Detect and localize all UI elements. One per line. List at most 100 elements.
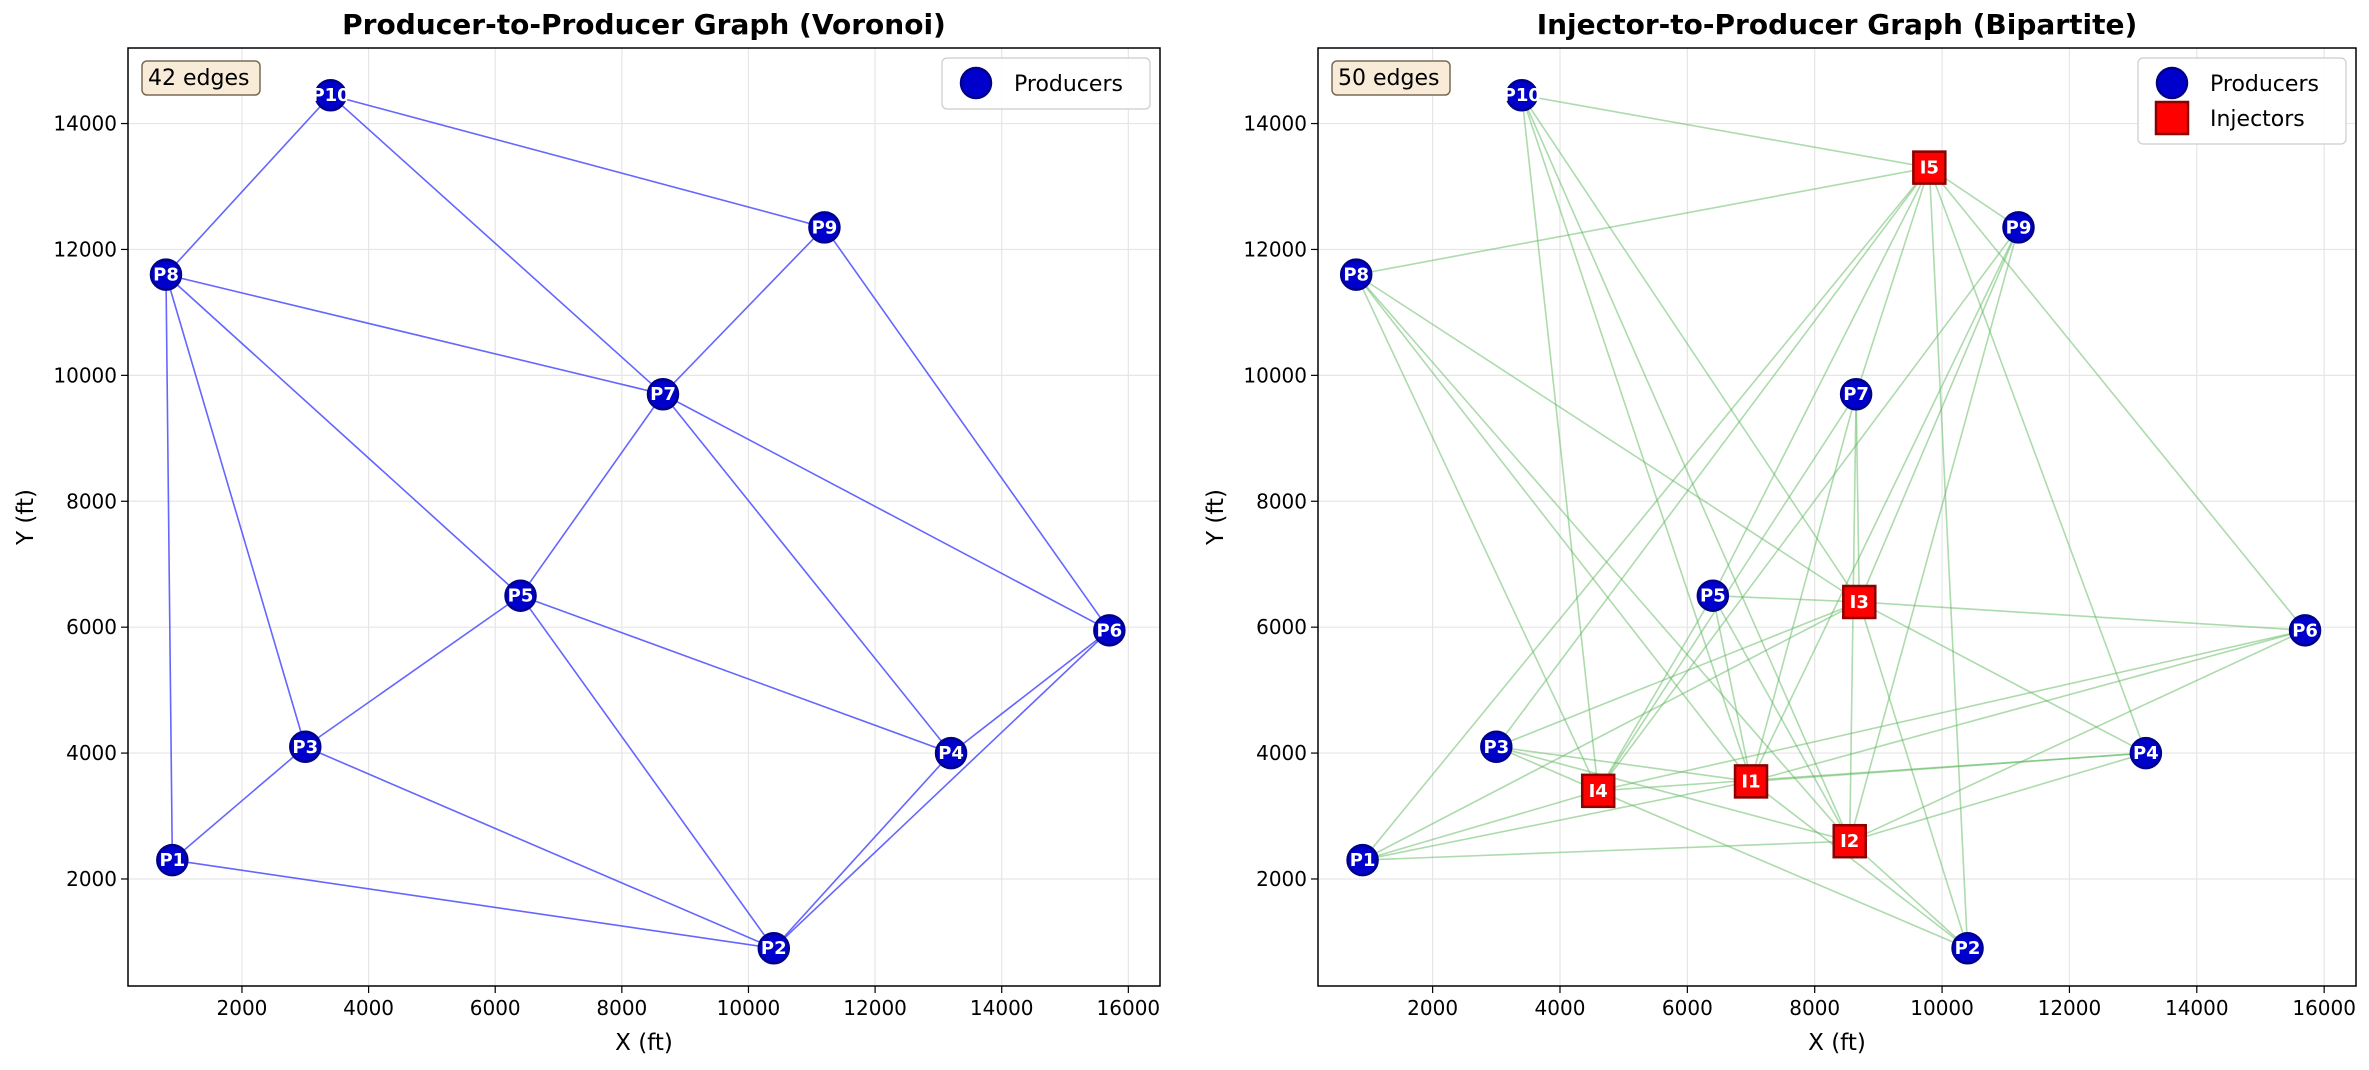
legend-label: Producers <box>2210 72 2319 97</box>
legend-box <box>941 57 1151 110</box>
producer-marker <box>504 579 537 612</box>
edge-P1-P3 <box>171 746 306 861</box>
legend-label: Producers <box>1014 72 1123 97</box>
producer-label: P2 <box>1955 938 1981 959</box>
edge-I2-P3 <box>1496 746 1850 842</box>
y-tick-label: 14000 <box>1243 112 1307 136</box>
producer-P4: P4 <box>2129 736 2163 770</box>
x-tick-label: 4000 <box>1535 996 1586 1020</box>
legend-box <box>2137 57 2347 145</box>
x-tick-label: 4000 <box>343 996 394 1020</box>
injector-label: I1 <box>1741 771 1760 792</box>
injector-marker <box>1832 823 1867 859</box>
edge-I3-P1 <box>1362 601 1860 861</box>
producer-P3: P3 <box>1480 730 1513 764</box>
producer-label: P3 <box>292 737 318 758</box>
edge-I5-P2 <box>1928 167 1969 949</box>
legend-item-producers: Producers <box>2155 66 2319 100</box>
producer-P7: P7 <box>646 377 680 411</box>
y-tick-label: 4000 <box>1256 741 1307 765</box>
edge-I5-P3 <box>1495 167 1930 748</box>
producer-marker <box>757 931 791 965</box>
producer-marker <box>808 211 841 244</box>
producer-label: P5 <box>508 586 534 607</box>
edge-I5-P1 <box>1361 167 1930 861</box>
injector-label: I4 <box>1589 781 1608 802</box>
injector-label: I3 <box>1850 592 1869 613</box>
x-tick-label: 6000 <box>1662 996 1713 1020</box>
edge-I5-P7 <box>1855 167 1931 395</box>
injector-marker <box>1580 773 1616 809</box>
edge-I3-P2 <box>1858 601 1969 949</box>
producer-P5: P5 <box>1696 579 1730 612</box>
producer-marker <box>1696 579 1730 612</box>
edge-layer <box>1355 94 2306 949</box>
x-axis-label: X (ft) <box>1808 1030 1866 1056</box>
producer-marker <box>156 843 189 877</box>
badge-box <box>141 60 261 96</box>
producer-P6: P6 <box>1093 614 1126 647</box>
y-tick-label: 14000 <box>53 112 117 136</box>
x-tick-label: 14000 <box>2165 996 2229 1020</box>
producer-marker <box>1480 730 1513 764</box>
producer-P8: P8 <box>1339 258 1373 291</box>
edge-I5-P10 <box>1521 94 1930 169</box>
edge-P8-P5 <box>165 274 522 597</box>
x-tick-label: 12000 <box>843 996 907 1020</box>
producer-marker <box>314 78 347 112</box>
producer-label: P9 <box>812 217 838 238</box>
edge-I1-P8 <box>1355 274 1752 782</box>
y-tick-label: 12000 <box>1243 237 1307 261</box>
bipartite-panel: P1 P2 P3 P4 P5 P6 P7 P8 P9 P10 I1 I2 I3 I4 I5 2000 4000… <box>1203 8 2357 1056</box>
producer-label: P7 <box>1843 384 1869 405</box>
y-tick-label: 8000 <box>1256 489 1307 513</box>
producer-label: P6 <box>2292 620 2318 641</box>
injector-I2: I2 <box>1832 823 1867 859</box>
y-tick-label: 2000 <box>1256 867 1307 891</box>
producer-P1: P1 <box>156 843 189 877</box>
edge-I2-P2 <box>1849 840 1969 949</box>
y-tick-label: 10000 <box>1243 363 1307 387</box>
edge-P10-P9 <box>330 94 825 229</box>
injector-label: I2 <box>1840 831 1859 852</box>
y-axis-label: Y (ft) <box>13 489 39 546</box>
edge-count-badge: 42 edges <box>141 60 261 96</box>
edge-P1-P8 <box>165 274 174 861</box>
y-tick-label: 10000 <box>53 363 117 387</box>
edge-I5-P6 <box>1928 167 2306 631</box>
producer-marker <box>2288 614 2322 647</box>
chart-title: Producer-to-Producer Graph (Voronoi) <box>342 8 946 41</box>
producer-label: P4 <box>938 743 964 764</box>
producer-marker <box>1339 258 1373 291</box>
producer-label: P1 <box>1350 850 1376 871</box>
y-tick-label: 2000 <box>66 867 117 891</box>
edge-I4-P5 <box>1597 595 1714 792</box>
y-axis-label: Y (ft) <box>1203 489 1229 546</box>
injector-marker <box>1912 150 1947 185</box>
edge-I5-P4 <box>1928 167 2147 754</box>
producer-label: P1 <box>159 850 185 871</box>
producer-label: P7 <box>650 384 676 405</box>
producer-marker <box>2129 736 2163 770</box>
edge-I4-P9 <box>1597 226 2020 792</box>
producer-marker <box>149 258 183 291</box>
edge-I1-P10 <box>1521 94 1752 782</box>
x-axis-label: X (ft) <box>615 1030 673 1056</box>
edge-P1-P2 <box>172 859 774 950</box>
x-tick-label: 16000 <box>2292 996 2356 1020</box>
producer-P6: P6 <box>2288 614 2322 647</box>
producer-P2: P2 <box>757 931 791 965</box>
edge-I4-P6 <box>1598 629 2306 792</box>
producer-label: P8 <box>153 265 179 286</box>
tick-layer: 2000 4000 6000 8000 10000 12000 14000 16000 2000… <box>1243 112 2356 1020</box>
producer-label: P10 <box>1503 85 1541 106</box>
edge-I1-P7 <box>1750 394 1857 782</box>
producer-marker <box>934 736 968 770</box>
edge-count-text: 50 edges <box>1338 66 1439 91</box>
injector-label: I5 <box>1920 158 1939 179</box>
producer-label: P8 <box>1343 265 1369 286</box>
edge-I4-P8 <box>1355 274 1599 792</box>
producer-label: P3 <box>1483 737 1509 758</box>
edge-count-badge: 50 edges <box>1331 60 1451 96</box>
